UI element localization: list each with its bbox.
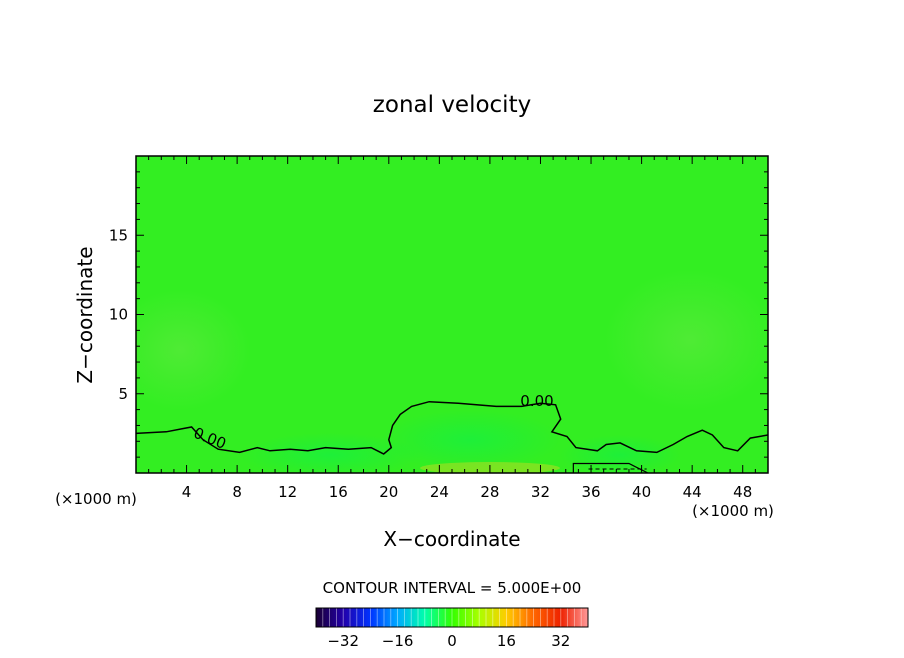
x-tick-label-9: 40 — [632, 483, 651, 501]
x-unit-right: (×1000 m) — [692, 502, 774, 520]
colorbar-tick-label-0: −32 — [327, 632, 359, 650]
chart-title: zonal velocity — [373, 92, 531, 118]
x-unit-left: (×1000 m) — [55, 490, 137, 508]
contour-interval-label: CONTOUR INTERVAL = 5.000E+00 — [323, 579, 582, 597]
colorbar: −32 −16 0 16 32 — [315, 607, 589, 650]
shade-right — [605, 270, 768, 410]
x-tick-label-5: 24 — [430, 483, 449, 501]
x-tick-label-6: 28 — [480, 483, 499, 501]
y-axis-label: Z−coordinate — [73, 246, 97, 383]
x-tick-label-3: 16 — [329, 483, 348, 501]
shade-bottom-mid — [380, 410, 560, 470]
contour-label-1: 0.00 — [520, 392, 553, 410]
y-tick-label-1: 10 — [109, 306, 128, 324]
colorbar-tick-label-3: 16 — [497, 632, 516, 650]
positive-contour — [572, 462, 649, 473]
y-tick-label-0: 5 — [118, 385, 128, 403]
x-tick-label-11: 48 — [733, 483, 752, 501]
colorbar-ticks: −32 −16 0 16 32 — [327, 632, 570, 650]
x-tick-label-0: 4 — [182, 483, 192, 501]
y-axis: 5 10 15 — [109, 171, 768, 458]
colorbar-frame — [315, 607, 589, 628]
colorbar-stripes — [322, 608, 582, 627]
x-tick-label-1: 8 — [232, 483, 242, 501]
x-axis: 4 8 12 16 20 24 28 32 36 40 44 48 — [148, 156, 756, 501]
x-tick-label-2: 12 — [278, 483, 297, 501]
x-tick-label-4: 20 — [379, 483, 398, 501]
zero-contour — [136, 400, 768, 455]
x-tick-label-7: 32 — [531, 483, 550, 501]
y-tick-label-2: 15 — [109, 226, 128, 244]
x-tick-label-8: 36 — [581, 483, 600, 501]
shade-left — [136, 290, 250, 410]
colorbar-tick-label-1: −16 — [382, 632, 414, 650]
colorbar-tick-label-4: 32 — [551, 632, 570, 650]
colorbar-tick-label-2: 0 — [447, 632, 457, 650]
shade-bottom-left — [240, 433, 420, 473]
field-shading — [136, 270, 768, 473]
x-tick-label-10: 44 — [683, 483, 702, 501]
x-axis-label: X−coordinate — [383, 527, 520, 551]
contour-lines — [136, 400, 768, 473]
